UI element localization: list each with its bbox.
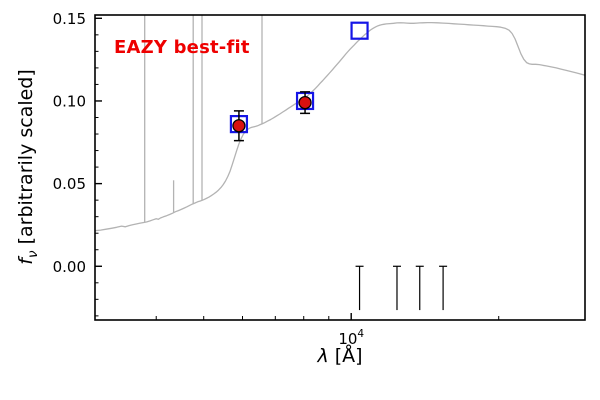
y-tick-label: 0.10	[53, 92, 86, 110]
x-label-symbol: λ	[317, 345, 329, 367]
x-axis-label: λ [Å]	[240, 345, 440, 367]
model-photometry-layer	[229, 21, 369, 134]
x-tick-label: 104	[338, 328, 364, 348]
model-photometry-marker	[350, 21, 369, 40]
y-label-subscript: ν	[24, 250, 41, 259]
y-tick-label: 0.00	[53, 258, 86, 276]
observed-photometry-marker	[232, 119, 246, 133]
observed-photometry-layer	[232, 91, 312, 142]
observed-photometry-marker	[298, 95, 312, 110]
nondetection-layer	[355, 265, 448, 311]
y-axis-label: fν [arbitrarily scaled]	[15, 17, 41, 317]
bestfit-annotation: EAZY best-fit	[114, 37, 250, 58]
y-tick-label: 0.05	[53, 175, 86, 193]
y-label-text: [arbitrarily scaled]	[15, 69, 37, 251]
spectrum-layer	[95, 15, 585, 232]
ticks-layer: 0.00 0.05 0.10 0.15 104	[53, 10, 500, 348]
x-label-text: [Å]	[328, 345, 363, 367]
bestfit-spectrum-line	[95, 21, 585, 232]
y-label-symbol: f	[15, 258, 37, 265]
y-tick-label: 0.15	[53, 10, 86, 28]
